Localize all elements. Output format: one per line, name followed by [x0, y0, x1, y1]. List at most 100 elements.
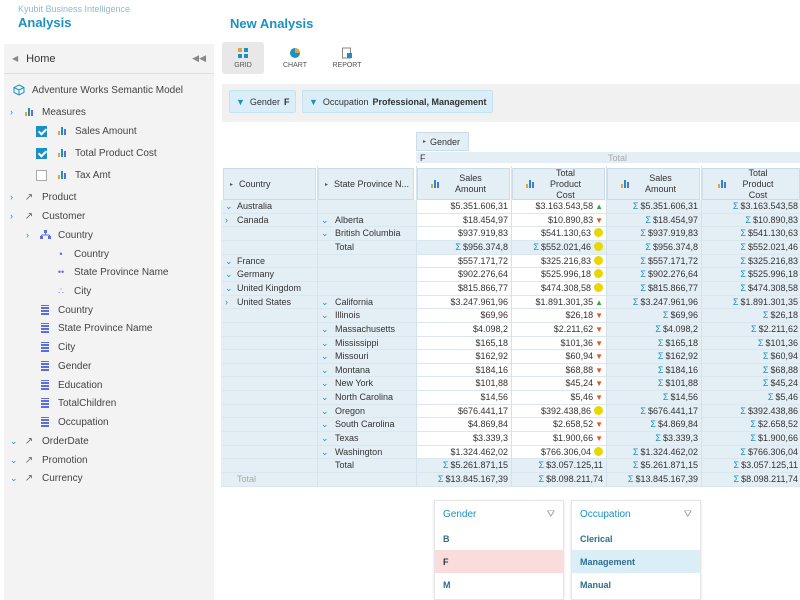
cell-sales-f[interactable]: $815.866,77	[416, 282, 508, 295]
cell-sales-f[interactable]: $101,88	[416, 377, 508, 390]
measure-header-sales[interactable]: Sales Amount	[417, 168, 510, 200]
row-header-state[interactable]: ⌄ Washington	[321, 446, 382, 459]
expand-icon[interactable]: ⌄	[321, 433, 329, 444]
cell-cost-f[interactable]: $101,36 ▼	[511, 337, 603, 350]
expand-icon[interactable]: ⌄	[10, 454, 18, 465]
cell-sales-total[interactable]: Σ $162,92	[606, 350, 698, 363]
cell-cost-f[interactable]: $392.438,86	[511, 405, 603, 418]
row-header-country[interactable]: ⌄ Australia	[225, 200, 272, 213]
row-header-state[interactable]: ⌄ Oregon	[321, 405, 365, 418]
cell-cost-f[interactable]: $541.130,63	[511, 227, 603, 240]
tree-item[interactable]: › ↗ Product	[10, 188, 76, 206]
filter-chip-occupation[interactable]: ▼ Occupation Professional, Management	[302, 90, 494, 113]
cell-sales-f[interactable]: Σ $5.261.871,15	[416, 459, 508, 472]
cell-sales-f[interactable]: Σ $13.845.167,39	[416, 473, 508, 486]
cell-sales-total[interactable]: Σ $4.869,84	[606, 418, 698, 431]
expand-icon[interactable]: ⌄	[225, 282, 233, 293]
expand-icon[interactable]: ›	[26, 230, 29, 240]
row-dimension-country[interactable]: ▸ Country	[223, 168, 316, 200]
row-header-country[interactable]: ⌄ France	[225, 255, 265, 268]
cell-cost-total[interactable]: Σ $766.306,04	[701, 446, 798, 459]
clear-filter-icon[interactable]: ⛛	[683, 508, 692, 520]
cell-cost-total[interactable]: Σ $68,88	[701, 364, 798, 377]
slicer-item[interactable]: B	[443, 533, 450, 544]
cell-sales-total[interactable]: Σ $3.247.961,96	[606, 296, 698, 309]
tree-item[interactable]: › ↗ Customer	[10, 207, 85, 225]
cell-cost-f[interactable]: $2.658,52 ▼	[511, 418, 603, 431]
cell-cost-total[interactable]: Σ $474.308,58	[701, 282, 798, 295]
expand-icon[interactable]: ›	[225, 214, 228, 225]
row-header-state[interactable]: ⌄ North Carolina	[321, 391, 393, 404]
cell-cost-f[interactable]: $1.891.301,35 ▲	[511, 296, 603, 309]
cell-cost-total[interactable]: Σ $2.658,52	[701, 418, 798, 431]
cell-sales-f[interactable]: $3.247.961,96	[416, 296, 508, 309]
cell-cost-total[interactable]: Σ $8.098.211,74	[701, 473, 798, 486]
semantic-model[interactable]: Adventure Works Semantic Model	[10, 81, 183, 99]
cell-sales-total[interactable]: Σ $676.441,17	[606, 405, 698, 418]
cell-cost-total[interactable]: Σ $325.216,83	[701, 255, 798, 268]
cell-cost-total[interactable]: Σ $101,36	[701, 337, 798, 350]
cell-sales-total[interactable]: Σ $557.171,72	[606, 255, 698, 268]
cell-sales-f[interactable]: $1.324.462,02	[416, 446, 508, 459]
cell-sales-total[interactable]: Σ $14,56	[606, 391, 698, 404]
cell-cost-f[interactable]: $26,18 ▼	[511, 309, 603, 322]
row-header-country[interactable]: Total	[225, 473, 256, 486]
cell-cost-total[interactable]: Σ $2.211,62	[701, 323, 798, 336]
slicer-item[interactable]: Clerical	[580, 533, 613, 544]
cell-cost-f[interactable]: $68,88 ▼	[511, 364, 603, 377]
expand-icon[interactable]: ›	[10, 211, 13, 221]
tree-item[interactable]: Occupation	[26, 413, 109, 431]
cell-cost-total[interactable]: Σ $1.891.301,35	[701, 296, 798, 309]
tree-item[interactable]: Tax Amt	[26, 166, 111, 184]
cell-sales-f[interactable]: $676.441,17	[416, 405, 508, 418]
tree-item[interactable]: Total Product Cost	[26, 144, 157, 162]
cell-sales-total[interactable]: Σ $184,16	[606, 364, 698, 377]
cell-cost-f[interactable]: $2.211,62 ▼	[511, 323, 603, 336]
tree-item[interactable]: State Province Name	[26, 319, 153, 337]
cell-sales-f[interactable]: $557.171,72	[416, 255, 508, 268]
cell-sales-total[interactable]: Σ $937.919,83	[606, 227, 698, 240]
cell-cost-f[interactable]: Σ $552.021,46	[511, 241, 603, 254]
tree-item[interactable]: ∴ City	[42, 282, 91, 300]
cell-sales-f[interactable]: $184,16	[416, 364, 508, 377]
checkbox[interactable]	[36, 147, 47, 159]
row-header-state[interactable]: ⌄ New York	[321, 377, 373, 390]
row-header-country[interactable]: ⌄ United Kingdom	[225, 282, 301, 295]
tree-item[interactable]: • Country	[42, 245, 109, 263]
cell-cost-f[interactable]: Σ $3.057.125,11	[511, 459, 603, 472]
tree-item[interactable]: › Country	[26, 226, 93, 244]
tree-item[interactable]: •• State Province Name	[42, 263, 169, 281]
expand-icon[interactable]: ⌄	[321, 310, 329, 321]
cell-cost-f[interactable]: $525.996,18	[511, 268, 603, 281]
expand-icon[interactable]: ⌄	[321, 351, 329, 362]
expand-icon[interactable]: ›	[10, 192, 13, 202]
cell-cost-total[interactable]: Σ $541.130,63	[701, 227, 798, 240]
cell-cost-f[interactable]: $45,24 ▼	[511, 377, 603, 390]
expand-icon[interactable]: ⌄	[321, 214, 329, 225]
tree-item[interactable]: › Measures	[10, 103, 86, 121]
cell-sales-total[interactable]: Σ $3.339,3	[606, 432, 698, 445]
chart-view-button[interactable]: CHART	[274, 42, 316, 74]
expand-icon[interactable]: ›	[10, 107, 13, 117]
row-dimension-state[interactable]: ▸ State Province N...	[318, 168, 414, 200]
expand-icon[interactable]: ⌄	[10, 472, 18, 483]
cell-cost-total[interactable]: Σ $45,24	[701, 377, 798, 390]
tree-item[interactable]: Education	[26, 376, 102, 394]
cell-cost-f[interactable]: Σ $8.098.211,74	[511, 473, 603, 486]
cell-sales-total[interactable]: Σ $13.845.167,39	[606, 473, 698, 486]
tree-item[interactable]: TotalChildren	[26, 394, 116, 412]
slicer-item[interactable]: F	[435, 550, 563, 573]
collapse-sidebar-icon[interactable]: ◀◀	[192, 53, 206, 63]
tree-item[interactable]: ⌄ ↗ Currency	[10, 469, 83, 487]
measure-header-cost[interactable]: Total Product Cost	[512, 168, 605, 200]
slicer-item[interactable]: Manual	[580, 579, 612, 590]
checkbox[interactable]	[36, 125, 47, 137]
cell-sales-total[interactable]: Σ $165,18	[606, 337, 698, 350]
measure-header-sales-total[interactable]: Sales Amount	[607, 168, 700, 200]
expand-icon[interactable]: ⌄	[321, 392, 329, 403]
cell-cost-f[interactable]: $766.306,04	[511, 446, 603, 459]
cell-sales-f[interactable]: $4.098,2	[416, 323, 508, 336]
tree-item[interactable]: ⌄ ↗ OrderDate	[10, 432, 89, 450]
row-header-state[interactable]: ⌄ Texas	[321, 432, 359, 445]
cell-sales-f[interactable]: $5.351.606,31	[416, 200, 508, 213]
